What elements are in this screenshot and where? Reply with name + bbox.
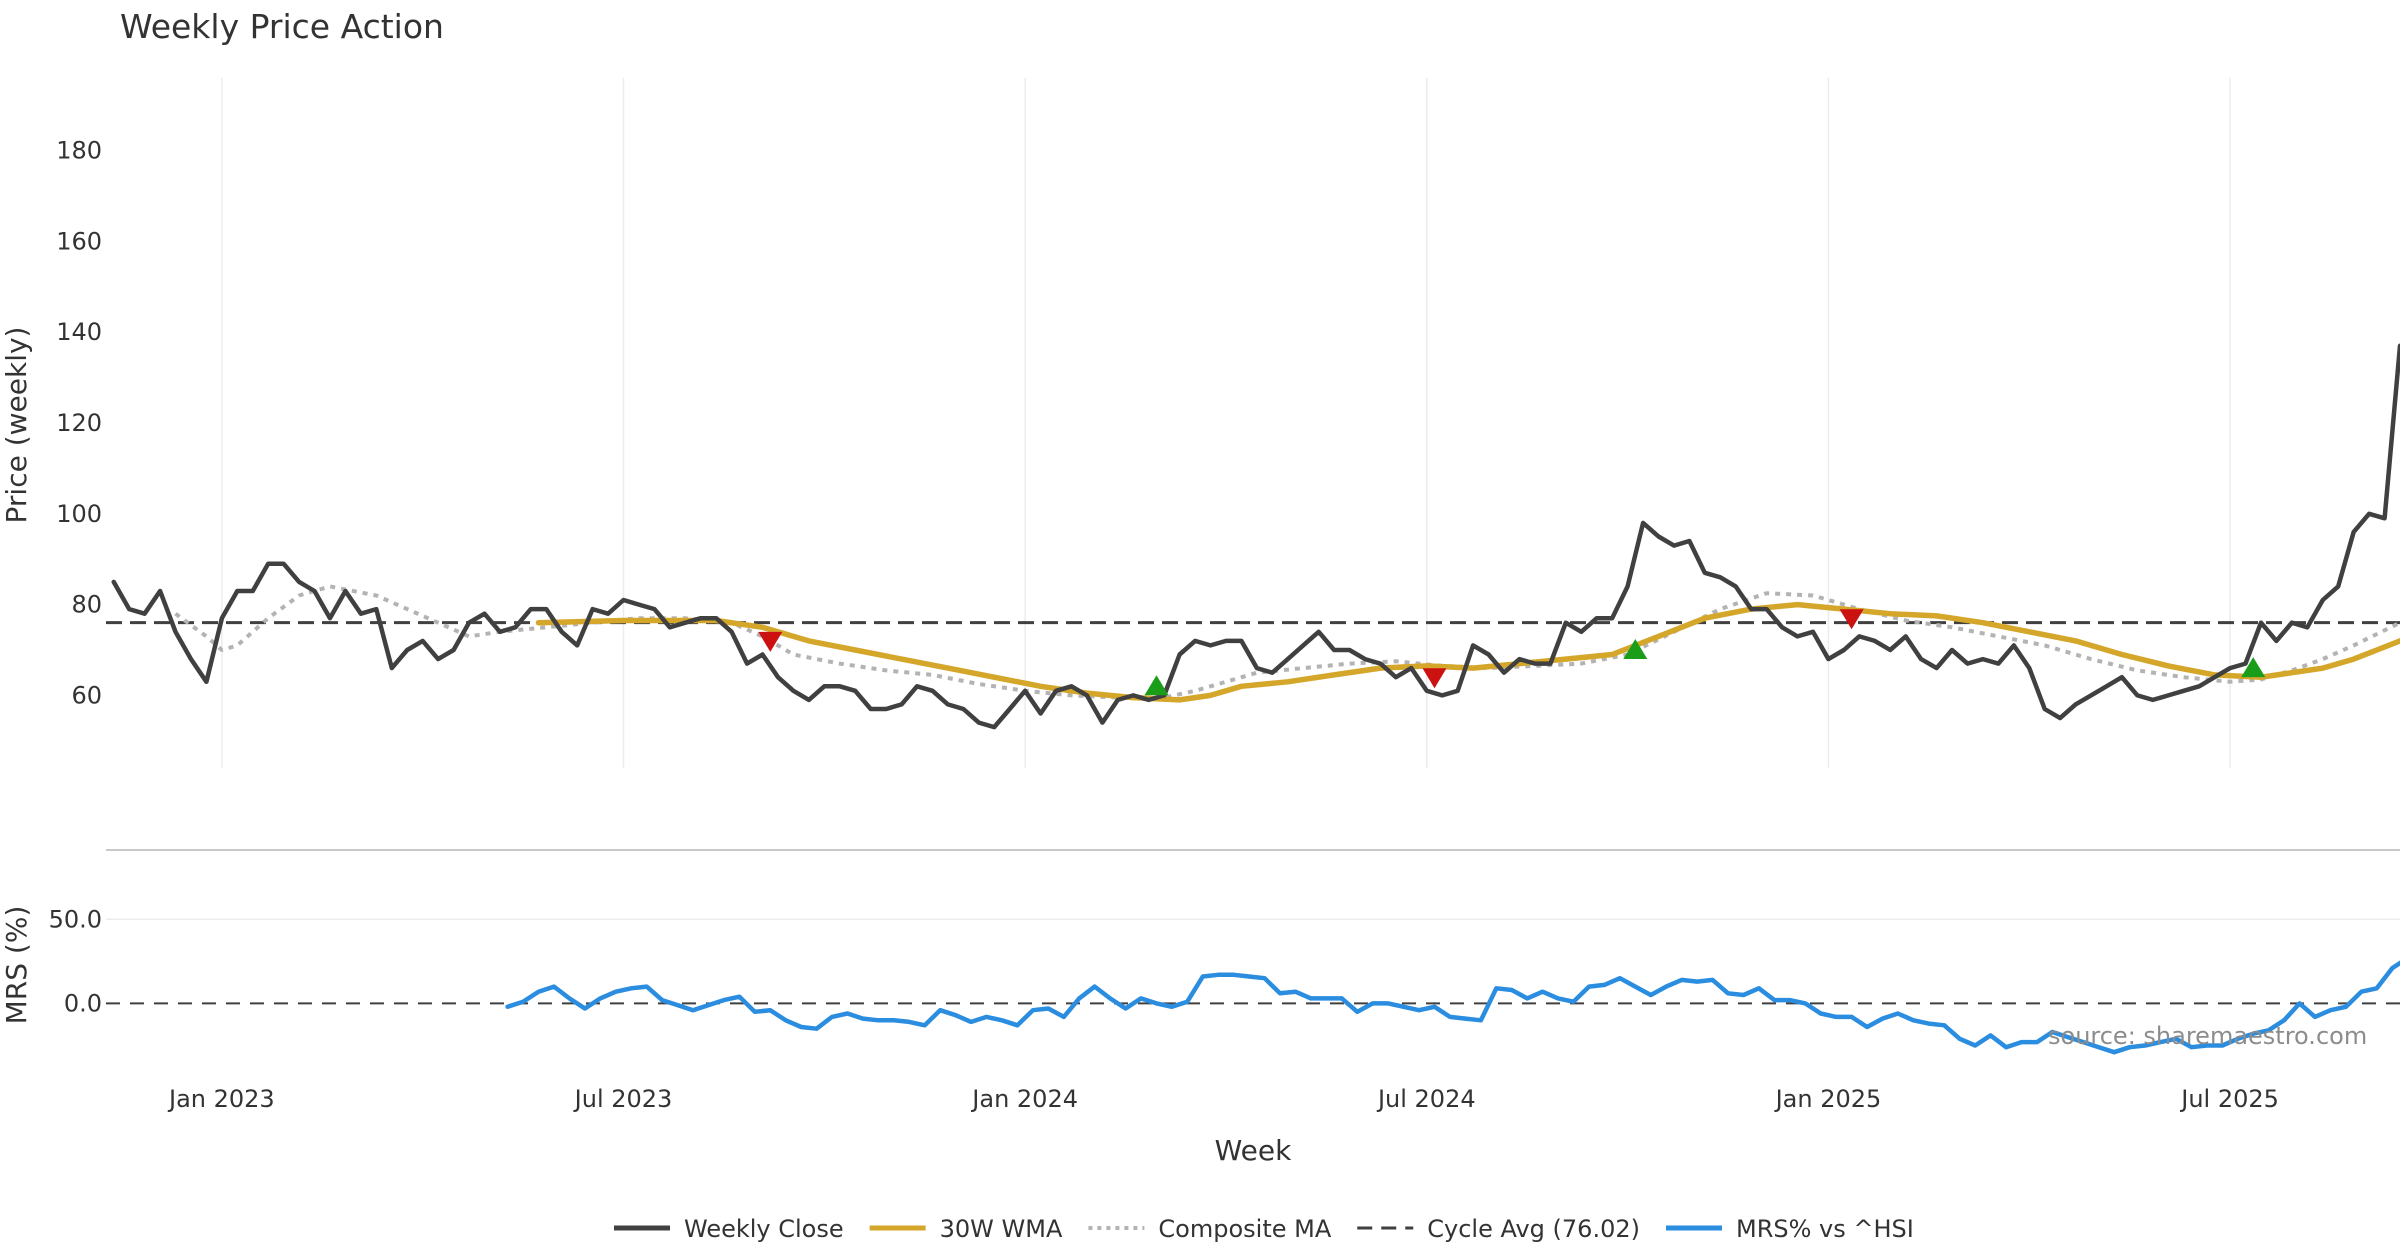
legend-label-3: Cycle Avg (76.02)	[1427, 1215, 1640, 1243]
mrs-series	[505, 960, 2400, 1055]
legend-label-1: 30W WMA	[940, 1215, 1063, 1243]
x-tick-0: Jan 2023	[167, 1085, 275, 1113]
x-tick-4: Jan 2025	[1774, 1085, 1882, 1113]
mrs-ytick-0: 0.0	[64, 989, 102, 1017]
buy-signal-marker-3	[1623, 639, 1648, 659]
price-ytick-3: 120	[56, 409, 102, 437]
legend-label-4: MRS% vs ^HSI	[1736, 1215, 1914, 1243]
price-ytick-1: 80	[71, 591, 102, 619]
price-ytick-0: 60	[71, 681, 102, 709]
price-ytick-6: 180	[56, 137, 102, 165]
composite-ma-series	[174, 584, 2400, 700]
buy-signal-marker-1	[1144, 675, 1169, 696]
price-ytick-5: 160	[56, 227, 102, 255]
wma-30-series	[535, 601, 2400, 703]
sell-signal-marker-2	[1422, 668, 1447, 689]
price-ytick-2: 100	[56, 500, 102, 528]
x-axis-label: Week	[1215, 1134, 1292, 1167]
mrs-y-tick-labels: 0.0 50.0	[49, 905, 102, 1017]
price-gridlines	[221, 78, 2231, 768]
price-y-tick-labels: 60 80 100 120 140 160 180	[56, 137, 102, 710]
x-tick-5: Jul 2025	[2179, 1085, 2279, 1113]
legend-label-2: Composite MA	[1158, 1215, 1331, 1243]
legend: Weekly Close 30W WMA Composite MA Cycle Avg…	[614, 1215, 1914, 1243]
price-ytick-4: 140	[56, 318, 102, 346]
legend-label-0: Weekly Close	[684, 1215, 844, 1243]
price-y-axis-label: Price (weekly)	[0, 327, 33, 524]
buy-signal-marker-5	[2241, 657, 2266, 678]
x-tick-2: Jan 2024	[970, 1085, 1078, 1113]
x-tick-1: Jul 2023	[573, 1085, 673, 1113]
sell-signal-marker-0	[758, 631, 783, 652]
weekly-close-series	[111, 343, 2400, 730]
chart-title: Weekly Price Action	[120, 7, 444, 46]
mrs-ytick-1: 50.0	[49, 905, 102, 933]
signal-markers	[758, 609, 2266, 696]
x-tick-labels: Jan 2023 Jul 2023 Jan 2024 Jul 2024 Jan 2025…	[167, 1085, 2279, 1113]
watermark: source: sharemaestro.com	[2048, 1022, 2367, 1050]
x-tick-3: Jul 2024	[1376, 1085, 1476, 1113]
sell-signal-marker-4	[1839, 609, 1864, 630]
mrs-y-axis-label: MRS (%)	[0, 906, 33, 1025]
